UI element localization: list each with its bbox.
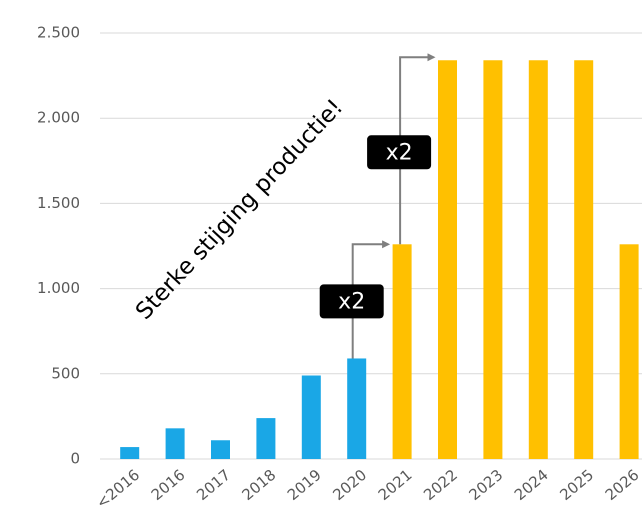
bar bbox=[574, 60, 594, 459]
y-tick-label: 1.500 bbox=[37, 194, 80, 212]
annotation: Sterke stijging productie! bbox=[131, 95, 348, 325]
bar bbox=[528, 60, 548, 459]
y-tick-label: 1.000 bbox=[37, 279, 80, 297]
x2-box bbox=[319, 284, 384, 319]
x-tick-label: 2023 bbox=[466, 466, 507, 504]
x2-label: x2 bbox=[338, 289, 365, 314]
bar bbox=[347, 358, 367, 459]
x-tick-label: <2016 bbox=[93, 466, 143, 512]
bar bbox=[619, 244, 639, 459]
x-tick-label: 2022 bbox=[420, 466, 461, 504]
bar bbox=[120, 447, 140, 459]
x-tick-label: 2024 bbox=[511, 466, 552, 504]
bar bbox=[483, 60, 503, 459]
x-tick-label: 2017 bbox=[193, 466, 234, 504]
x-tick-label: 2016 bbox=[148, 466, 189, 504]
bar bbox=[211, 440, 230, 459]
bar bbox=[301, 375, 321, 459]
y-tick-label: 500 bbox=[51, 364, 80, 382]
arrow bbox=[351, 240, 391, 359]
x-tick-label: 2026 bbox=[602, 466, 642, 504]
x-tick-label: 2025 bbox=[556, 466, 597, 504]
y-tick-label: 2.000 bbox=[37, 109, 80, 127]
bar bbox=[165, 428, 185, 459]
x-tick-label: 2019 bbox=[284, 466, 325, 504]
x-tick-label: 2018 bbox=[239, 466, 280, 504]
x2-box bbox=[367, 135, 432, 170]
y-tick-label: 0 bbox=[70, 450, 80, 468]
x-tick-label: 2020 bbox=[329, 466, 370, 504]
arrow bbox=[399, 53, 436, 245]
y-tick-label: 2.500 bbox=[37, 24, 80, 42]
bar bbox=[392, 244, 412, 459]
bar bbox=[256, 418, 276, 459]
x-tick-label: 2021 bbox=[375, 466, 416, 504]
x2-label: x2 bbox=[386, 140, 413, 165]
bar bbox=[438, 60, 457, 459]
